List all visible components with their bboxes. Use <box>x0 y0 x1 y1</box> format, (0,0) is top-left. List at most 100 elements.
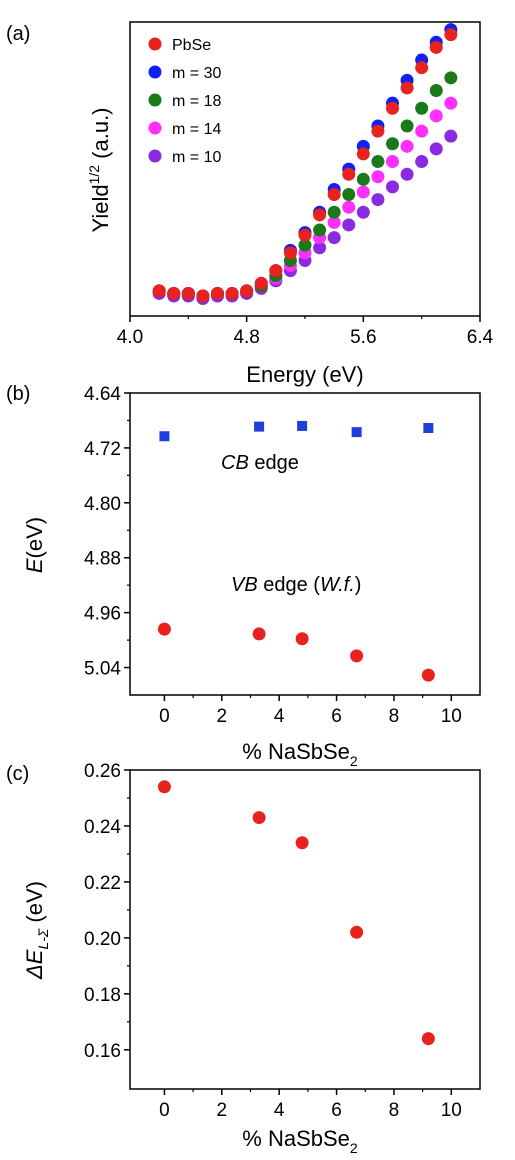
legend-marker <box>148 149 162 163</box>
legend-marker <box>148 37 162 51</box>
point-m10 <box>429 142 443 156</box>
panel-c-x-tick-label: 0 <box>159 1100 170 1121</box>
point-m18 <box>371 155 385 169</box>
point-delta-e <box>350 925 364 939</box>
y-axis-title-b-main: E <box>22 558 47 573</box>
vb-edge-annotation-text: edge ( <box>258 574 321 596</box>
point-pbse <box>298 228 312 242</box>
panel-c-x-tick-label: 4 <box>274 1100 285 1121</box>
point-m14 <box>342 200 356 214</box>
data-points-c <box>157 780 435 1046</box>
point-pbse <box>152 284 166 298</box>
panel-c-x-tick-label: 6 <box>331 1100 342 1121</box>
x-axis-title-a: Energy (eV) <box>246 362 363 387</box>
point-vb-edge <box>295 632 309 646</box>
y-axis-title-c: ΔEL-Σ (eV) <box>22 881 51 980</box>
point-delta-e <box>295 836 309 850</box>
point-cb-edge <box>351 427 362 438</box>
panel-label-a: (a) <box>6 23 30 45</box>
point-m18 <box>429 84 443 97</box>
point-pbse <box>400 81 414 95</box>
panel-c-y-tick-label: 0.16 <box>84 1041 121 1062</box>
plot-frame-b <box>129 392 481 696</box>
data-points-a <box>152 23 458 306</box>
point-vb-edge <box>252 627 266 641</box>
point-pbse <box>211 286 224 300</box>
panel-b-y-tick-label: 4.80 <box>84 494 121 515</box>
vb-edge-annotation-text2: ) <box>355 574 362 596</box>
point-pbse <box>429 40 443 54</box>
point-m14 <box>444 96 458 110</box>
panel-b: (b) 0 2 4 6 8 10 4.64 4.72 4.80 4.88 4.96 5.04 CB e… <box>6 383 481 769</box>
point-delta-e <box>157 780 171 794</box>
point-m18 <box>327 205 341 219</box>
point-m10 <box>356 205 370 219</box>
point-m14 <box>356 185 370 199</box>
y-axis-title-b: E(eV) <box>22 517 47 573</box>
legend-label: m = 10 <box>172 149 221 166</box>
panel-c-x-tick-label: 2 <box>217 1100 228 1121</box>
axis-ticks-c: 0 2 4 6 8 10 0.16 0.18 0.20 0.22 0.24 0.26 <box>84 761 462 1121</box>
x-axis-title-b: % NaSbSe2 <box>242 739 358 769</box>
point-cb-edge <box>297 420 308 431</box>
point-delta-e <box>252 811 266 825</box>
y-axis-title-c-sub: L-Σ <box>35 928 51 949</box>
panel-b-y-tick-label: 5.04 <box>84 659 121 680</box>
point-m10 <box>342 218 356 232</box>
point-vb-edge <box>157 622 171 636</box>
x-axis-title-b-main: % NaSbSe <box>242 739 350 764</box>
legend-label: m = 14 <box>172 121 221 138</box>
y-axis-title-a-base: Yield <box>88 184 113 232</box>
point-delta-e <box>421 1032 435 1046</box>
point-pbse <box>167 286 181 300</box>
x-axis-title-c-main: % NaSbSe <box>242 1126 350 1151</box>
point-m18 <box>298 238 312 252</box>
point-m14 <box>429 109 443 123</box>
point-cb-edge <box>254 421 265 432</box>
point-vb-edge <box>350 649 364 663</box>
point-pbse <box>269 264 283 278</box>
point-m18 <box>400 119 414 133</box>
panel-c-y-tick-label: 0.26 <box>84 761 121 782</box>
panel-c-y-tick-label: 0.20 <box>84 929 121 950</box>
panel-c-x-tick-label: 10 <box>441 1100 462 1121</box>
panel-b-x-tick-label: 8 <box>389 706 400 727</box>
y-axis-title-a-sup: 1/2 <box>86 165 102 185</box>
panel-b-x-tick-label: 2 <box>217 706 228 727</box>
panel-b-y-tick-label: 4.88 <box>84 549 121 570</box>
point-pbse <box>444 28 458 42</box>
point-m14 <box>386 155 399 169</box>
legend-label: m = 30 <box>172 65 221 82</box>
point-pbse <box>371 124 385 138</box>
cb-edge-annotation: CB edge <box>221 452 299 474</box>
point-cb-edge <box>159 431 170 442</box>
point-m10 <box>386 180 399 194</box>
panel-a: (a) 4.0 4.8 5.6 6.4 PbSe m = 30 m = 18 m = 14 m… <box>6 21 494 387</box>
data-points-b <box>157 420 435 682</box>
legend-marker <box>148 65 162 79</box>
point-pbse <box>254 276 268 290</box>
vb-edge-annotation-italic2: W.f. <box>320 574 355 596</box>
point-m18 <box>444 71 458 85</box>
legend-label: m = 18 <box>172 93 221 110</box>
legend-marker <box>148 121 162 135</box>
x-axis-title-c: % NaSbSe2 <box>242 1126 358 1156</box>
point-vb-edge <box>421 668 435 682</box>
point-pbse <box>313 208 327 222</box>
plot-frame-c <box>129 769 481 1090</box>
panel-a-x-tick-label: 4.0 <box>117 327 143 348</box>
panel-b-x-tick-label: 10 <box>441 706 462 727</box>
panel-b-y-tick-label: 4.72 <box>84 439 121 460</box>
point-m10 <box>444 129 458 143</box>
point-m14 <box>415 124 429 138</box>
point-pbse <box>356 147 370 161</box>
panel-b-y-tick-label: 4.64 <box>84 384 121 405</box>
x-ticks-a: 4.0 4.8 5.6 6.4 <box>117 316 494 348</box>
panel-c-x-tick-label: 8 <box>389 1100 400 1121</box>
point-m10 <box>313 241 327 255</box>
y-axis-title-c-main: ΔE <box>22 949 47 980</box>
y-axis-title-a: Yield1/2 (a.u.) <box>86 107 113 232</box>
panel-b-x-tick-label: 0 <box>159 706 170 727</box>
panel-label-c: (c) <box>6 763 29 785</box>
